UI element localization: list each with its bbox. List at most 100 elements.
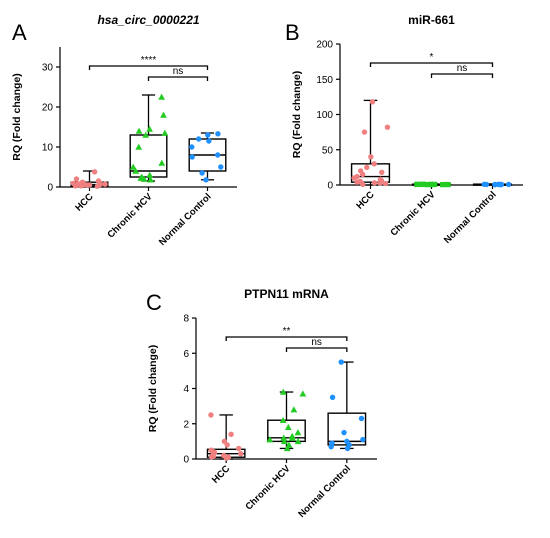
data-point [361,129,368,135]
data-point [492,181,499,188]
data-point [132,167,140,174]
data-point [206,138,212,144]
data-point [368,154,374,160]
x-tick-label: HCC [73,191,95,213]
points-1 [414,181,451,188]
data-point [236,445,242,452]
data-point [382,180,389,187]
x-tick-label: HCC [354,189,376,211]
data-point [288,432,296,439]
y-tick-label: 0 [327,181,333,192]
data-point [358,415,365,422]
box-2 [327,361,367,450]
significance-label: ns [173,66,184,77]
data-point [439,182,446,188]
data-point [357,178,363,185]
data-point [284,423,292,430]
significance-bracket: ns [430,63,494,78]
data-point [86,182,93,188]
data-point [280,437,288,445]
chart-title: hsa_circ_0000221 [97,13,199,27]
data-point [189,154,195,160]
data-point [424,182,430,188]
data-point [505,181,512,188]
chart-title: miR-661 [408,13,455,27]
data-point [371,161,377,167]
x-tick-label: HCC [210,463,232,485]
y-axis-label: RQ (Fold change) [147,345,159,433]
data-point [137,174,145,181]
points-2 [328,359,366,452]
data-point [208,454,215,460]
data-point [91,169,98,175]
data-point [498,181,505,188]
data-point [237,451,244,457]
data-point [147,176,155,183]
data-point [442,181,448,188]
bracket-line [369,62,494,67]
data-point [102,181,108,187]
points-2 [481,181,512,188]
data-point [266,436,274,443]
panel-letter: B [285,20,300,45]
significance-label: ** [283,326,291,337]
data-point [203,177,209,183]
data-point [432,181,438,187]
significance-label: **** [141,55,157,66]
bracket-line [225,336,348,341]
data-point [341,429,347,436]
data-point [290,406,298,413]
significance-bracket: * [369,52,494,67]
bracket-line [147,76,209,81]
significance-label: ns [311,337,322,348]
significance-label: ns [457,63,468,74]
data-point [70,180,77,187]
y-tick-label: 150 [316,75,333,86]
y-tick-label: 4 [183,384,189,395]
box-iqr [267,419,306,443]
points-2 [189,131,224,183]
data-point [285,441,293,448]
data-point [146,125,153,132]
data-point [371,180,378,186]
data-point [357,168,364,174]
significance-label: * [430,52,434,63]
data-point [221,452,227,459]
significance-bracket: **** [88,55,209,70]
data-point [360,436,366,443]
chart-panel-c: C PTPN11 mRNA RQ (Fold change) 0 2 4 6 8 HCC Chro… [146,287,377,520]
data-point [135,143,143,150]
points-1 [266,388,307,452]
data-point [228,431,234,438]
data-point [208,412,214,418]
bracket-line [285,347,348,352]
data-point [283,445,291,452]
x-tick-label: Normal Control [157,191,214,248]
y-tick-label: 10 [42,143,54,154]
data-point [280,434,288,441]
significance-bracket: ns [285,337,348,352]
x-tick-label: Chronic HCV [388,189,438,239]
y-tick-label: 30 [42,63,54,74]
x-tick-label: Normal Control [442,189,499,246]
data-point [418,181,424,187]
y-tick-label: 0 [47,183,53,194]
y-tick-label: 200 [316,40,333,51]
x-tick-label: Chronic HCV [243,463,293,513]
data-point [328,443,334,450]
y-tick-label: 20 [42,103,54,114]
data-point [279,388,287,395]
data-point [294,429,302,436]
data-point [95,178,102,184]
y-tick-label: 50 [322,145,334,156]
points-1 [129,93,169,183]
panel-letter: C [146,290,162,315]
x-tick-label: Chronic HCV [105,191,155,241]
y-axis-label: RQ (Fold change) [291,71,303,159]
y-tick-label: 100 [316,110,333,121]
y-tick-label: 2 [183,419,189,430]
data-point [161,129,169,136]
bracket-line [430,73,494,78]
